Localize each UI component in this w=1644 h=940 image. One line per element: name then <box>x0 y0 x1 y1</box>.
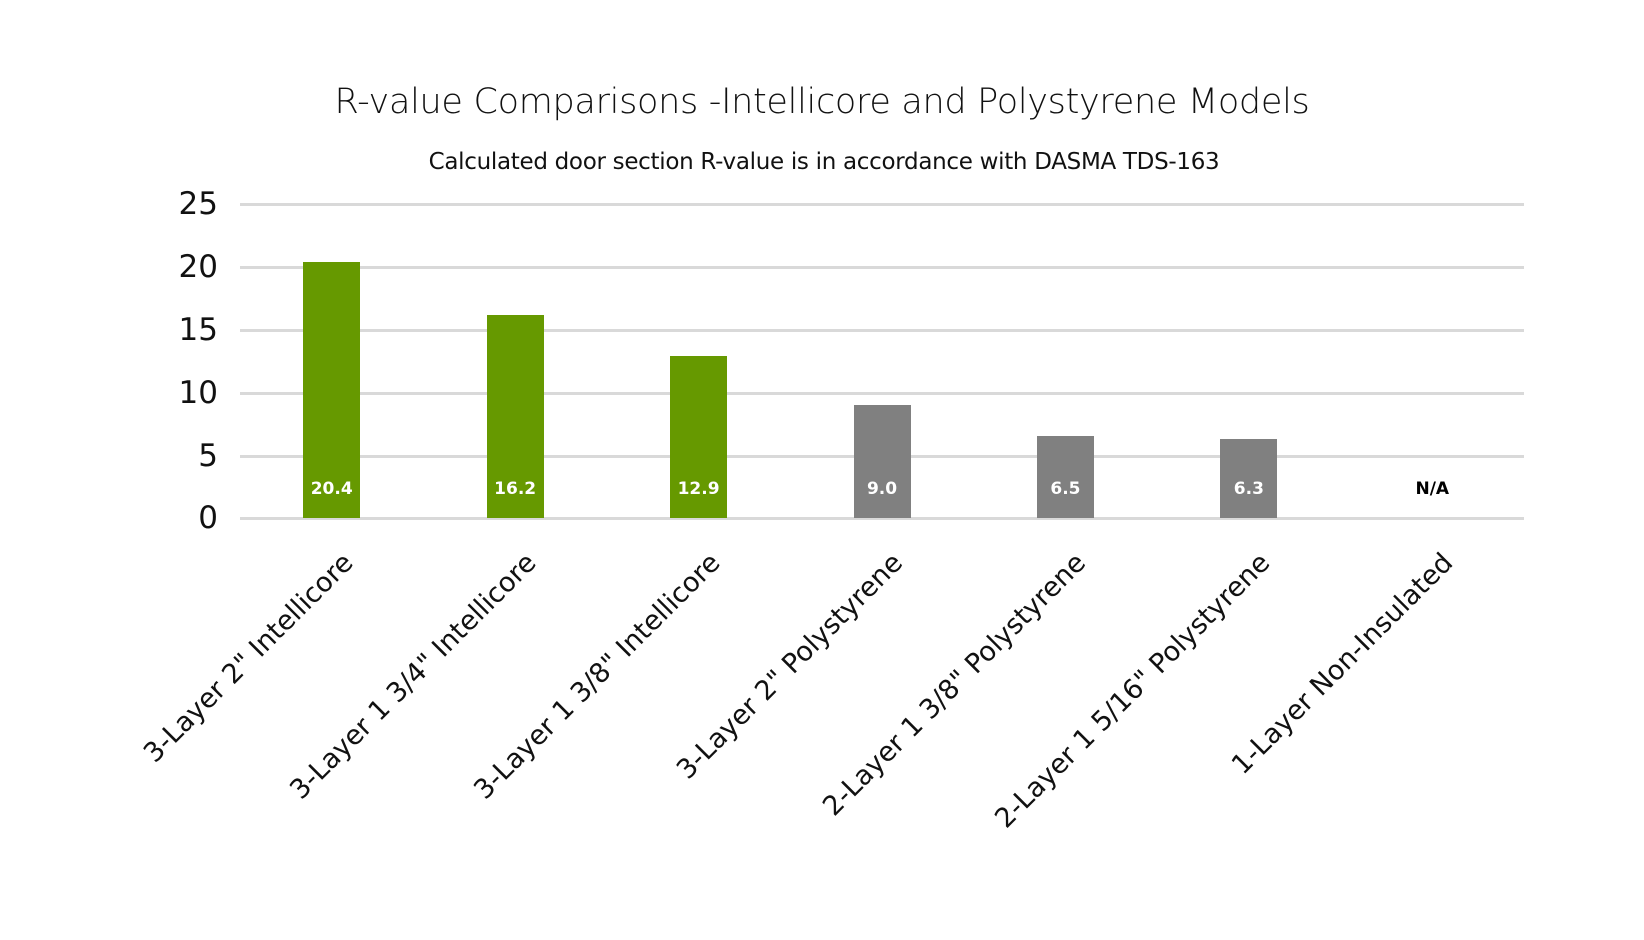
gridline-20 <box>240 266 1524 269</box>
data-label: 6.5 <box>1050 479 1081 499</box>
data-label: 9.0 <box>866 479 898 499</box>
bar <box>486 314 544 518</box>
y-tick-label: 0 <box>198 500 218 536</box>
bar <box>303 261 361 518</box>
y-tick-label: 20 <box>178 249 218 285</box>
y-tick-label: 25 <box>178 186 218 222</box>
bar <box>670 355 728 518</box>
y-tick-label: 15 <box>178 312 218 348</box>
chart-title: R-value Comparisons -Intellicore and Pol… <box>334 82 1310 122</box>
bar <box>853 404 911 518</box>
data-label: 6.3 <box>1233 479 1264 499</box>
bar <box>1036 436 1094 518</box>
data-label-na: N/A <box>1415 479 1450 499</box>
data-label: 12.9 <box>677 479 720 499</box>
y-tick-label: 5 <box>198 438 218 474</box>
y-tick-label: 10 <box>178 375 218 411</box>
data-label: 16.2 <box>494 479 537 499</box>
x-axis-baseline <box>240 517 1524 520</box>
x-category-label: 3-Layer 2" Intellicore <box>137 547 360 769</box>
gridline-15 <box>240 329 1524 332</box>
bar <box>1220 438 1278 518</box>
gridline-10 <box>240 392 1524 395</box>
chart-subtitle: Calculated door section R-value is in ac… <box>428 149 1220 175</box>
data-label: 20.4 <box>310 479 353 499</box>
gridline-25 <box>240 203 1524 206</box>
